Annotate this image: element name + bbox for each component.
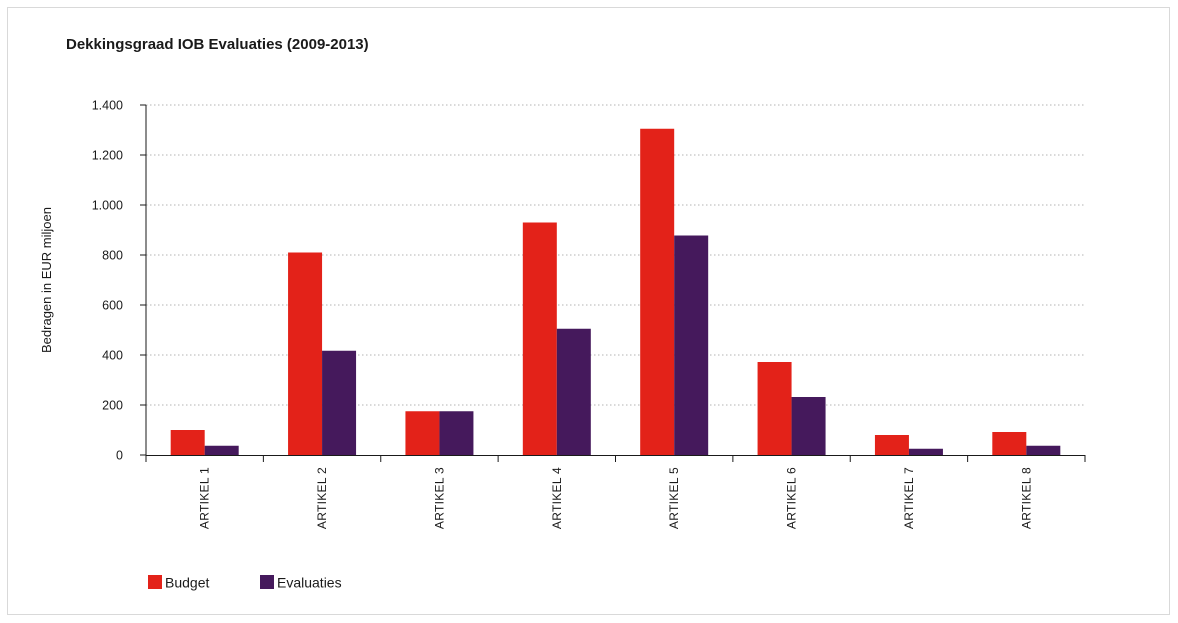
bar-evaluaties-4	[556, 328, 591, 455]
legend: Budget Evaluaties	[148, 575, 342, 591]
bar-budget-4	[522, 222, 557, 455]
x-category-labels: ARTIKEL 1 ARTIKEL 2 ARTIKEL 3 ARTIKEL 4 ARTI…	[198, 467, 1034, 529]
chart-frame	[7, 7, 1170, 615]
bar-evaluaties-3	[439, 411, 474, 455]
bar-evaluaties-5	[674, 235, 709, 455]
y-axis-label: Bedragen in EUR miljoen	[39, 207, 54, 353]
x-category-label: ARTIKEL 4	[550, 467, 564, 529]
bar-budget-1	[170, 430, 205, 455]
y-tick-label: 800	[102, 249, 123, 263]
bar-evaluaties-2	[322, 350, 357, 455]
bar-budget-5	[640, 128, 675, 455]
y-tick-label: 1.400	[92, 99, 123, 113]
legend-label-budget: Budget	[165, 575, 209, 591]
x-category-label: ARTIKEL 5	[667, 467, 681, 529]
bar-evaluaties-7	[908, 448, 943, 455]
y-tick-label: 1.200	[92, 149, 123, 163]
bars	[170, 128, 1061, 455]
chart-title: Dekkingsgraad IOB Evaluaties (2009-2013)	[66, 36, 369, 53]
bar-budget-3	[405, 411, 440, 455]
y-tick-label: 600	[102, 299, 123, 313]
legend-label-evaluaties: Evaluaties	[277, 575, 342, 591]
bar-budget-7	[874, 435, 909, 455]
bar-budget-6	[757, 362, 792, 455]
bar-budget-2	[288, 252, 323, 455]
x-category-label: ARTIKEL 1	[198, 467, 212, 529]
y-tick-labels: 0 200 400 600 800 1.000 1.200 1.400	[92, 99, 123, 463]
bar-budget-8	[992, 432, 1027, 455]
legend-swatch-evaluaties	[260, 575, 274, 589]
x-category-label: ARTIKEL 3	[432, 467, 446, 529]
grid-lines	[146, 104, 1085, 406]
bar-evaluaties-1	[204, 445, 239, 455]
legend-swatch-budget	[148, 575, 162, 589]
x-category-label: ARTIKEL 8	[1019, 467, 1033, 529]
x-category-label: ARTIKEL 2	[315, 467, 329, 529]
y-tick-label: 1.000	[92, 199, 123, 213]
x-category-label: ARTIKEL 6	[785, 467, 799, 529]
y-tick-label: 0	[116, 449, 123, 463]
axes	[140, 104, 1086, 462]
x-category-label: ARTIKEL 7	[902, 467, 916, 529]
bar-evaluaties-6	[791, 397, 826, 455]
bar-evaluaties-8	[1026, 445, 1061, 455]
y-tick-label: 200	[102, 399, 123, 413]
y-tick-label: 400	[102, 349, 123, 363]
